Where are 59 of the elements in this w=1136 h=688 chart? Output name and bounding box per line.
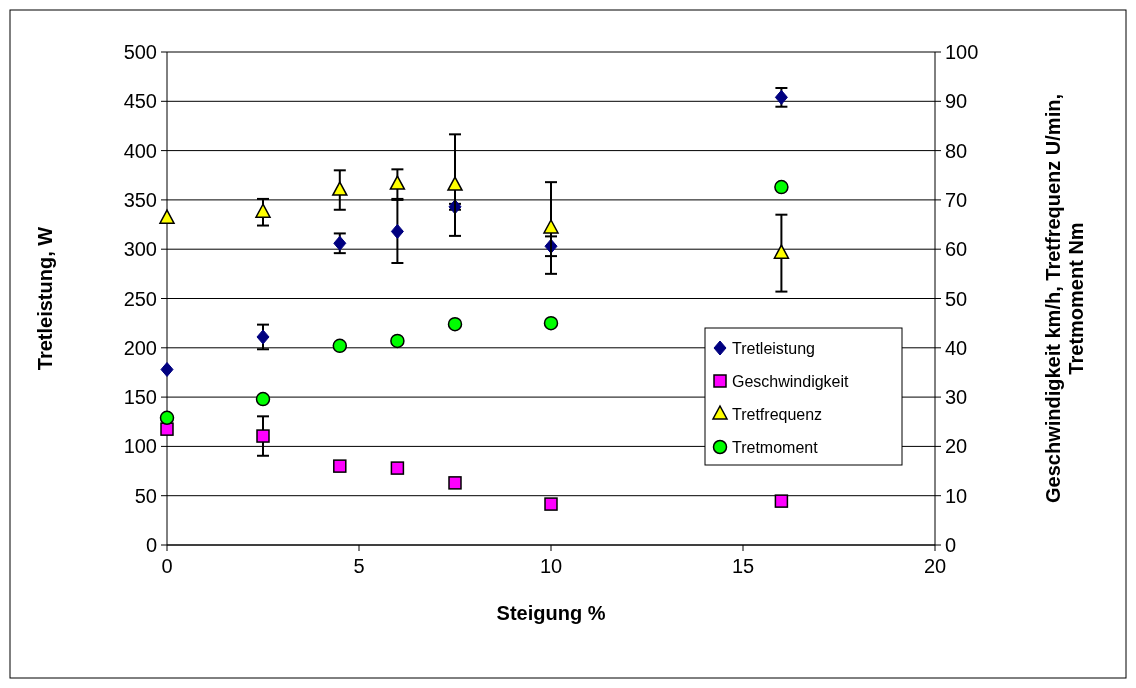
y-tick-label: 250 [123, 287, 157, 310]
y2-tick-label: 70 [945, 188, 968, 211]
y2-tick-label: 20 [945, 435, 968, 458]
point [255, 391, 271, 407]
y-axis-title: Tretleistung, W [34, 226, 56, 371]
y2-tick-label: 40 [945, 336, 968, 359]
point [544, 497, 558, 511]
y2-tick-label: 80 [945, 139, 968, 162]
point [389, 175, 406, 190]
y2-tick-label: 60 [945, 238, 968, 261]
legend-label: Geschwindigkeit [732, 372, 850, 390]
point [255, 203, 271, 218]
y2-tick-label: 0 [945, 534, 957, 556]
point [332, 338, 348, 354]
y2-axis-title: Geschwindigkeit km/h, Tretfrequenz U/min, Tretmoment Nm [1042, 93, 1088, 505]
point [160, 422, 174, 436]
point [543, 219, 559, 234]
x-tick-label: 20 [923, 555, 947, 577]
y2-tick-label: 10 [945, 484, 968, 507]
y-tick-label: 150 [123, 386, 157, 409]
point [256, 329, 270, 345]
y-tick-label: 500 [123, 41, 157, 63]
y-tick-label: 200 [123, 336, 157, 359]
point [333, 459, 347, 473]
y-tick-label: 300 [123, 238, 157, 261]
point [774, 494, 789, 508]
y2-tick-label: 100 [945, 41, 979, 63]
point [333, 235, 347, 251]
y-tick-label: 350 [123, 188, 157, 211]
y-tick-label: 100 [123, 435, 157, 458]
legend-label: Tretmoment [732, 438, 819, 456]
point [448, 476, 462, 490]
x-axis-title: Steigung % [496, 602, 606, 624]
x-tick-label: 0 [161, 555, 173, 577]
point [390, 333, 405, 349]
legend-label: Tretfrequenz [732, 405, 823, 423]
legend-label: Tretleistung [732, 339, 815, 357]
y-tick-label: 50 [134, 484, 157, 507]
y2-tick-label: 90 [945, 90, 968, 113]
point [390, 461, 405, 475]
point [447, 176, 463, 191]
y2-tick-label: 30 [945, 386, 968, 409]
point [390, 223, 404, 239]
point [773, 244, 790, 259]
point [256, 429, 270, 443]
x-tick-label: 5 [353, 555, 365, 577]
y-tick-label: 400 [123, 139, 157, 162]
point [447, 316, 463, 332]
point [159, 410, 175, 426]
x-tick-label: 10 [539, 555, 563, 577]
x-tick-label: 15 [731, 555, 755, 577]
point [160, 361, 174, 377]
y-tick-label: 450 [123, 90, 157, 113]
y2-tick-label: 50 [945, 287, 968, 310]
point [774, 179, 789, 195]
y-tick-label: 0 [145, 534, 157, 556]
point [543, 315, 559, 331]
point [332, 181, 348, 196]
point [159, 209, 175, 224]
